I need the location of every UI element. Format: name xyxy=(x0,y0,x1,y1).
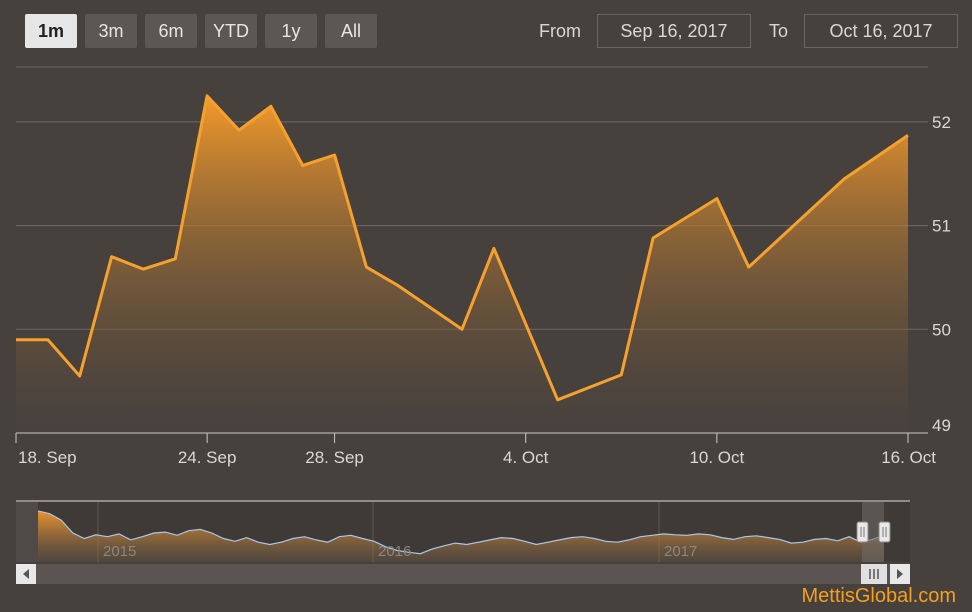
x-tick-label: 16. Oct xyxy=(881,448,936,467)
navigator-year-label: 2015 xyxy=(103,543,136,560)
x-tick-label: 24. Sep xyxy=(178,448,237,467)
scrollbar-track[interactable] xyxy=(16,564,910,584)
to-label: To xyxy=(768,20,788,41)
x-tick-label: 18. Sep xyxy=(18,448,77,467)
price-area-fill xyxy=(16,95,908,434)
watermark: MettisGlobal.com xyxy=(801,585,957,607)
navigator-area xyxy=(38,510,884,562)
navigator-selected-range[interactable] xyxy=(862,502,884,562)
x-tick-label: 4. Oct xyxy=(503,448,549,467)
navigator-mask-left xyxy=(16,502,38,562)
date-range-inputs: From Sep 16, 2017 To Oct 16, 2017 xyxy=(539,14,958,48)
x-tick-label: 28. Sep xyxy=(305,448,364,467)
y-axis-labels: 49 50 51 52 xyxy=(932,113,951,435)
navigator-handle-left[interactable] xyxy=(856,521,869,543)
range-selector: 1m 3m 6m YTD 1y All xyxy=(25,14,377,48)
range-button-ytd[interactable]: YTD xyxy=(205,14,257,48)
to-date-input[interactable]: Oct 16, 2017 xyxy=(804,14,958,48)
scrollbar-thumb[interactable] xyxy=(861,564,887,584)
y-tick-label: 51 xyxy=(932,217,951,236)
from-date-input[interactable]: Sep 16, 2017 xyxy=(596,14,751,48)
scrollbar-left-arrow[interactable] xyxy=(16,564,36,584)
price-line xyxy=(16,94,909,402)
y-tick-label: 50 xyxy=(932,320,951,339)
x-tick-label: 10. Oct xyxy=(689,448,744,467)
range-button-6m[interactable]: 6m xyxy=(145,14,197,48)
y-tick-label: 52 xyxy=(932,113,951,132)
x-axis-ticks: 18. Sep 24. Sep 28. Sep 4. Oct 10. Oct 16. Oc… xyxy=(15,433,936,467)
range-button-all[interactable]: All xyxy=(325,14,377,48)
navigator-year-label: 2017 xyxy=(664,543,697,560)
range-button-1m[interactable]: 1m xyxy=(25,14,77,48)
navigator-handle-right[interactable] xyxy=(878,521,891,543)
scrollbar-right-arrow[interactable] xyxy=(890,564,910,584)
y-tick-label: 49 xyxy=(932,416,951,435)
navigator-line xyxy=(37,510,885,555)
range-button-1y[interactable]: 1y xyxy=(265,14,317,48)
price-area-chart: 18. Sep 24. Sep 28. Sep 4. Oct 10. Oct 16. Oc… xyxy=(15,66,951,467)
range-button-3m[interactable]: 3m xyxy=(85,14,137,48)
navigator-year-labels: 2015 2016 2017 xyxy=(103,543,697,560)
from-label: From xyxy=(538,20,581,41)
navigator-year-label: 2016 xyxy=(378,543,411,560)
navigator[interactable]: 2015 2016 2017 xyxy=(0,488,972,588)
